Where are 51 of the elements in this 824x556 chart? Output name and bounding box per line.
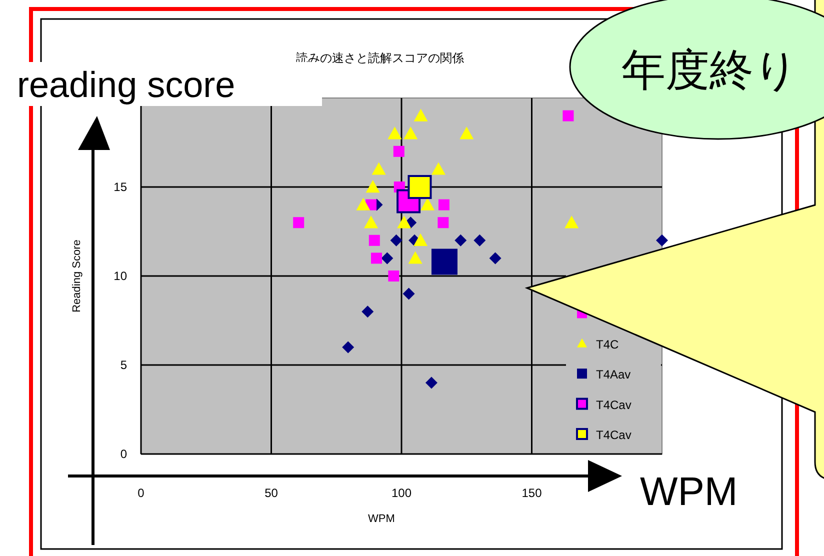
x-axis-title: WPM: [368, 513, 395, 525]
point: [420, 198, 435, 210]
legend-label: T4Cav: [596, 428, 632, 442]
point: [656, 234, 668, 246]
point: [489, 252, 502, 264]
point: [438, 217, 449, 228]
point: [372, 162, 386, 175]
x-tick-label: 50: [264, 486, 278, 500]
annotation: reading score: [17, 64, 236, 105]
y-tick-label: 0: [120, 447, 128, 461]
point: [388, 126, 402, 140]
point: [364, 216, 378, 228]
point: [397, 216, 412, 228]
legend-label: T4Cav: [596, 398, 632, 412]
point: [402, 288, 415, 300]
y-tick-label: 5: [120, 358, 128, 372]
x-tick-label: 150: [522, 486, 542, 500]
point: [390, 234, 402, 246]
point: [414, 108, 428, 122]
point: [564, 216, 579, 228]
point: [431, 162, 446, 175]
point: [356, 198, 370, 210]
point: [368, 234, 380, 246]
legend-label: T4Aav: [596, 368, 631, 382]
point: [460, 126, 474, 140]
point: [425, 376, 438, 389]
point: [474, 234, 486, 246]
point: [388, 270, 400, 282]
point: [431, 248, 458, 275]
point: [342, 341, 354, 354]
point: [408, 251, 422, 264]
point: [438, 199, 450, 210]
text: WPM: [640, 470, 738, 514]
point: [393, 146, 404, 157]
point: [370, 252, 382, 264]
point: [408, 175, 432, 199]
point: [404, 126, 418, 140]
text: 年度終り: [622, 46, 798, 95]
point: [414, 233, 428, 246]
point: [366, 180, 380, 193]
point: [293, 217, 304, 228]
point: [381, 252, 394, 264]
x-tick-label: 100: [391, 486, 412, 500]
y-axis-title: Reading Score: [71, 240, 83, 312]
legend-label: T4C: [596, 337, 620, 352]
x-tick-label: 0: [138, 486, 145, 500]
y-tick-label: 10: [114, 269, 128, 283]
point: [454, 234, 467, 246]
point: [562, 110, 574, 122]
point: [362, 306, 374, 318]
y-tick-label: 15: [114, 180, 128, 194]
